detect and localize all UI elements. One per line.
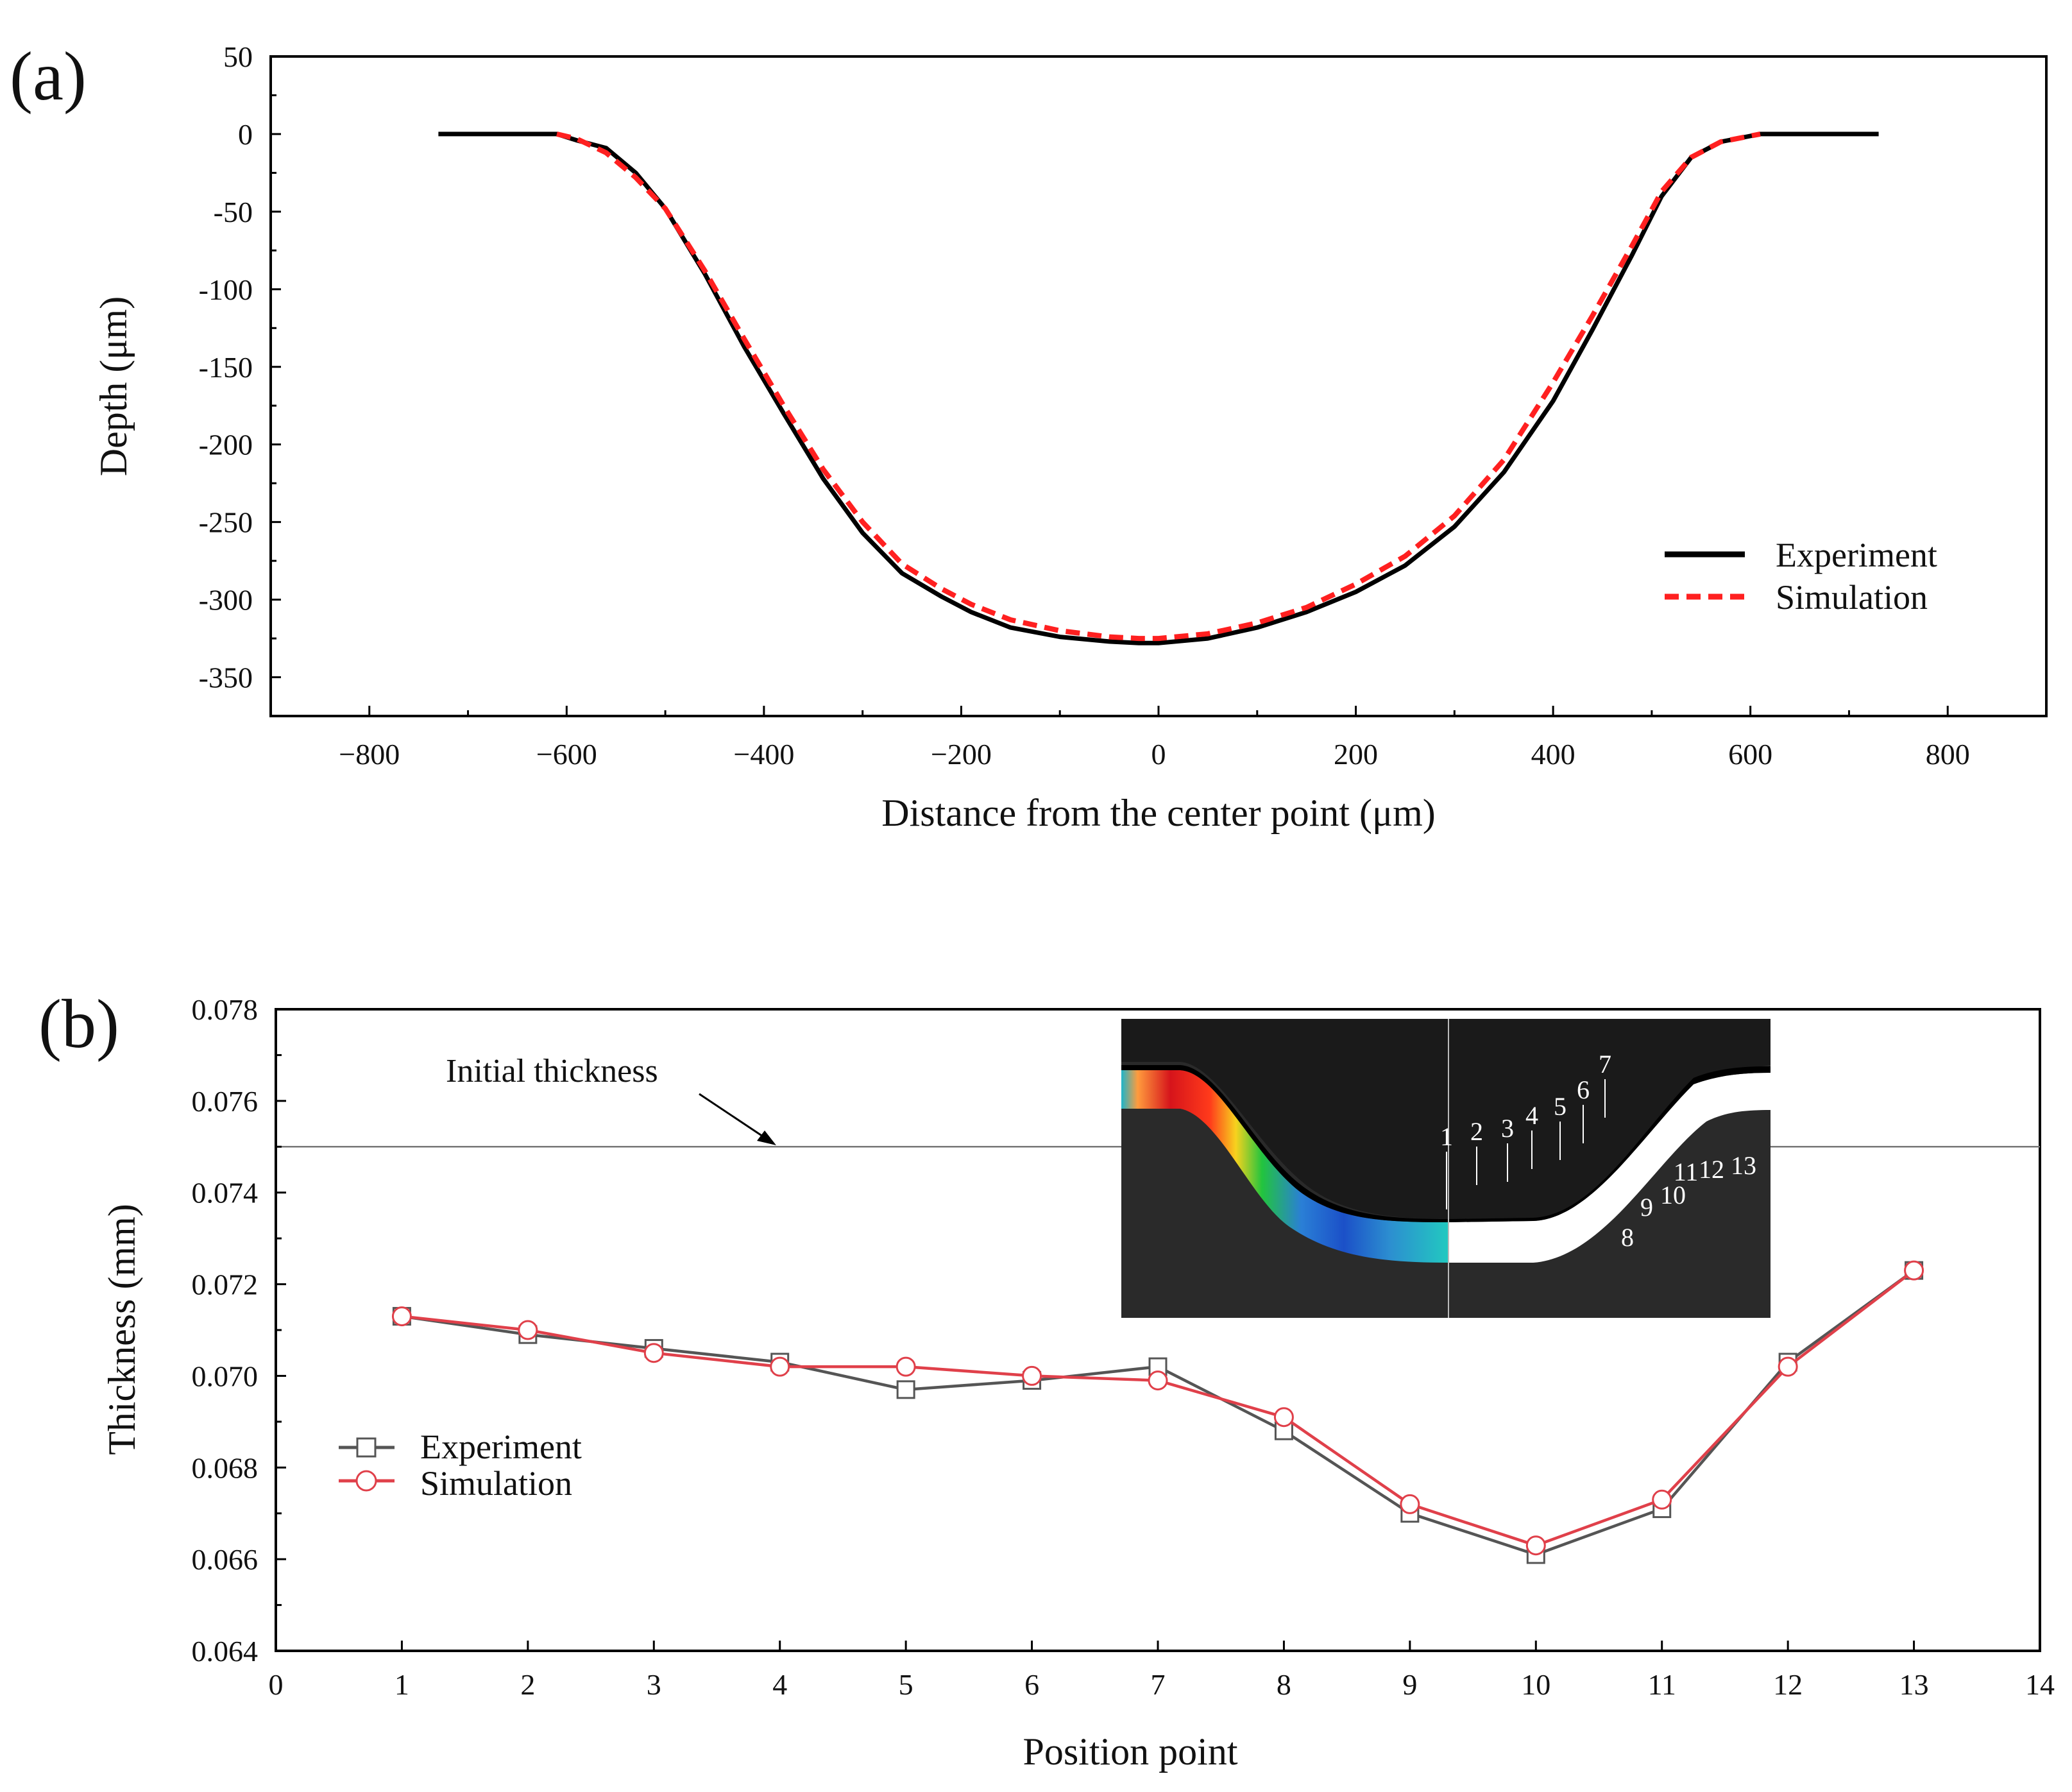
x-tick-label-b: 5 [899,1668,913,1701]
inset-position-label: 3 [1501,1114,1514,1143]
x-tick-label-b: 14 [2025,1668,2055,1701]
y-tick-label-a: -350 [199,661,253,694]
inset-position-label: 10 [1660,1181,1686,1209]
x-tick-label-a: 600 [1728,738,1772,771]
y-tick-label-b: 0.072 [192,1268,259,1301]
legend-b: Experiment Simulation [339,1428,582,1503]
x-tick-label-a: 0 [1151,738,1166,771]
x-axis-label-a: Distance from the center point (μm) [881,792,1436,834]
inset-position-label: 1 [1440,1122,1453,1151]
data-point-simulation [391,1306,412,1327]
y-axis-label-a: Depth (μm) [92,296,135,476]
y-tick-label-a: -50 [214,196,253,228]
x-axis-label-b: Position point [1023,1730,1237,1773]
x-tick-label-a: −800 [339,738,400,771]
panel-a: (a) −800 −600 −400 −200 0 200 400 600 800 50 0 -50 -… [10,38,2048,834]
axis-ticks-a: −800 −600 −400 −200 0 200 400 600 800 50 0 -50 -100 -… [199,40,1970,771]
annotation-arrow [699,1093,776,1145]
data-point-simulation [1400,1494,1420,1514]
data-point-simulation [1273,1407,1294,1428]
x-tick-label-a: 200 [1334,738,1378,771]
inset-position-label: 11 [1674,1157,1699,1186]
inset-position-label: 7 [1599,1050,1611,1079]
x-tick-label-b: 10 [1521,1668,1550,1701]
x-tick-label-b: 0 [269,1668,284,1701]
y-tick-label-a: 50 [223,40,253,73]
y-axis-label-b: Thickness (mm) [101,1204,143,1455]
y-tick-label-a: 0 [238,118,253,151]
plot-frame-a [269,55,2048,717]
x-tick-label-b: 13 [1899,1668,1929,1701]
initial-thickness-annotation: Initial thickness [446,1053,658,1089]
y-tick-label-a: -300 [199,584,253,617]
panel-a-label: (a) [10,38,87,115]
y-tick-label-b: 0.064 [192,1635,259,1668]
legend-b-simulation-label: Simulation [420,1464,572,1503]
inset-position-label: 4 [1525,1101,1538,1130]
y-tick-label-b: 0.066 [192,1543,259,1576]
x-tick-label-a: −600 [536,738,597,771]
x-tick-label-b: 9 [1402,1668,1417,1701]
x-tick-label-b: 6 [1024,1668,1039,1701]
inset-position-label: 2 [1470,1117,1483,1146]
series-a [438,131,1879,645]
series-b [391,1260,1924,1564]
x-tick-label-b: 11 [1648,1668,1676,1701]
panel-b-label: (b) [38,986,119,1062]
x-tick-label-b: 7 [1151,1668,1166,1701]
data-point-simulation [1778,1356,1798,1377]
x-tick-label-a: −200 [931,738,992,771]
panel-b: (b) Initial thickness [38,986,2055,1773]
axis-ticks-b: 0 1 2 3 4 5 6 7 8 9 10 11 12 13 140.0640.0660.0680.070… [192,993,2055,1701]
y-tick-label-a: -250 [199,506,253,539]
legend-a-simulation-label: Simulation [1776,578,1928,617]
inset-position-label: 13 [1731,1151,1756,1180]
x-tick-label-a: 800 [1926,738,1970,771]
data-point-simulation [770,1356,790,1377]
data-point-simulation [518,1320,538,1340]
data-point-simulation [1525,1535,1546,1556]
data-point-simulation [643,1343,664,1363]
data-point-simulation [1652,1489,1672,1510]
y-tick-label-b: 0.076 [192,1085,259,1118]
inset-position-label: 12 [1699,1155,1724,1184]
y-tick-label-a: -100 [199,273,253,306]
legend-a: Experiment Simulation [1665,536,1937,617]
x-tick-label-b: 3 [647,1668,661,1701]
legend-b-experiment-marker [356,1437,377,1458]
x-tick-label-a: −400 [733,738,794,771]
x-tick-label-b: 2 [520,1668,535,1701]
data-point-experiment [896,1380,915,1399]
x-tick-label-b: 8 [1277,1668,1291,1701]
y-tick-label-b: 0.070 [192,1360,259,1392]
series-line-simulation [556,131,1761,642]
y-tick-label-a: -150 [199,351,253,384]
legend-b-simulation-marker [355,1470,377,1492]
y-tick-label-a: -200 [199,429,253,461]
series-line-experiment [438,132,1879,645]
inset-position-label: 8 [1621,1223,1634,1252]
inset-position-label: 6 [1577,1075,1590,1104]
y-tick-label-b: 0.074 [192,1177,259,1209]
x-tick-label-b: 1 [395,1668,409,1701]
y-tick-label-b: 0.068 [192,1451,259,1484]
x-tick-label-a: 400 [1531,738,1575,771]
x-tick-label-b: 4 [772,1668,787,1701]
y-tick-label-b: 0.078 [192,993,259,1026]
data-point-simulation [1904,1260,1924,1281]
data-point-simulation [1022,1365,1042,1386]
x-tick-label-b: 12 [1773,1668,1803,1701]
legend-b-experiment-label: Experiment [420,1428,582,1466]
inset-position-label: 9 [1640,1193,1653,1222]
data-point-simulation [1148,1370,1168,1391]
legend-a-experiment-label: Experiment [1776,536,1937,574]
inset-position-label: 5 [1554,1092,1567,1121]
data-point-simulation [896,1356,916,1377]
